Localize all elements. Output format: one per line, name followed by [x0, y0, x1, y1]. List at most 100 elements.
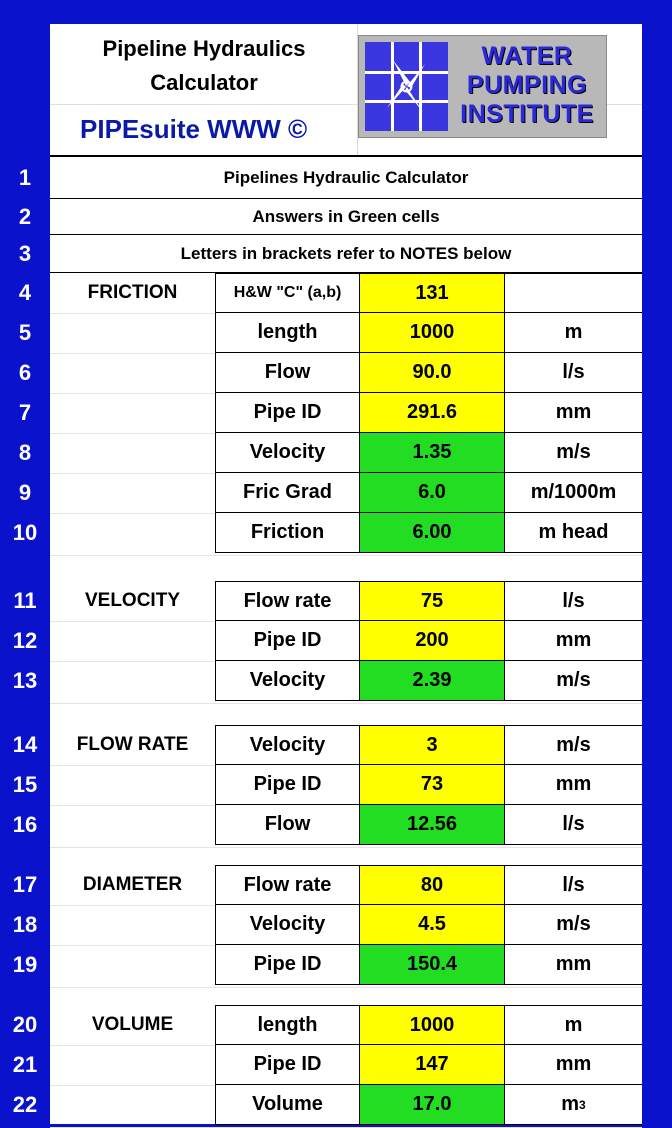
page-title: Pipeline Hydraulics Calculator — [50, 32, 358, 100]
row-label: Velocity — [215, 905, 359, 945]
table-row: VOLUME length 1000 m — [50, 1005, 642, 1045]
section-cell — [50, 765, 215, 805]
row-label: Volume — [215, 1085, 359, 1125]
table-row: Velocity 4.5 m/s — [50, 905, 642, 945]
row-number: 16 — [12, 812, 38, 837]
input-cell[interactable]: 80 — [359, 865, 505, 905]
logo-text: WATER PUMPING INSTITUTE — [451, 42, 603, 129]
row-label: length — [215, 1005, 359, 1045]
gridline — [50, 353, 215, 354]
section-cell — [50, 1045, 215, 1085]
row-number: 17 — [12, 872, 38, 897]
unit-label: l/s — [505, 805, 642, 845]
section-cell — [50, 473, 215, 513]
unit-label: m — [505, 1005, 642, 1045]
input-cell[interactable]: 90.0 — [359, 353, 505, 393]
answer-cell: 1.35 — [359, 433, 505, 473]
gridline — [50, 313, 215, 314]
input-cell[interactable]: 131 — [359, 273, 505, 313]
section-cell — [50, 805, 215, 845]
row-number: 19 — [12, 952, 38, 977]
input-cell[interactable]: 200 — [359, 621, 505, 661]
unit-label: l/s — [505, 353, 642, 393]
table-row: Velocity 1.35 m/s — [50, 433, 642, 473]
row-number: 20 — [12, 1012, 38, 1037]
table-row: length 1000 m — [50, 313, 642, 353]
gridline — [50, 805, 215, 806]
section-heading: FLOW RATE — [76, 734, 189, 755]
unit-label — [505, 273, 642, 313]
section-cell — [50, 433, 215, 473]
superscript: 3 — [579, 1097, 586, 1112]
row-number: 11 — [13, 588, 37, 613]
row-label: Velocity — [215, 433, 359, 473]
table-row: Pipe ID 73 mm — [50, 765, 642, 805]
header-divider — [50, 155, 642, 157]
unit-label: m/s — [505, 661, 642, 701]
row-number: 7 — [18, 400, 32, 425]
gridline — [50, 765, 215, 766]
gridline — [50, 661, 215, 662]
input-cell[interactable]: 1000 — [359, 1005, 505, 1045]
row-label: Flow rate — [215, 581, 359, 621]
unit-label: mm — [505, 621, 642, 661]
answer-cell: 150.4 — [359, 945, 505, 985]
section-cell — [50, 313, 215, 353]
row-label: length — [215, 313, 359, 353]
section-cell — [50, 353, 215, 393]
input-cell[interactable]: 75 — [359, 581, 505, 621]
gridline — [50, 393, 215, 394]
row-label: Pipe ID — [215, 621, 359, 661]
unit-label: l/s — [505, 581, 642, 621]
table-row: Volume 17.0 m 3 — [50, 1085, 642, 1125]
logo-line-3: INSTITUTE — [460, 100, 594, 128]
row-label: Pipe ID — [215, 1045, 359, 1085]
info-row: Pipelines Hydraulic Calculator — [50, 157, 642, 199]
row-label: Flow — [215, 353, 359, 393]
section-cell — [50, 905, 215, 945]
compass-window-icon — [365, 42, 448, 131]
section-heading: DIAMETER — [82, 874, 183, 895]
answer-cell: 2.39 — [359, 661, 505, 701]
section-cell — [50, 661, 215, 701]
row-label: Pipe ID — [215, 765, 359, 805]
input-cell[interactable]: 3 — [359, 725, 505, 765]
unit-label: l/s — [505, 865, 642, 905]
section-heading: VOLUME — [91, 1014, 174, 1035]
gridline — [50, 433, 215, 434]
table-row: Friction 6.00 m head — [50, 513, 642, 553]
unit-label: mm — [505, 945, 642, 985]
input-cell[interactable]: 1000 — [359, 313, 505, 353]
gridline — [50, 703, 642, 704]
table-row: Velocity 2.39 m/s — [50, 661, 642, 701]
section-cell — [50, 513, 215, 553]
unit-label: m/s — [505, 725, 642, 765]
input-cell[interactable]: 147 — [359, 1045, 505, 1085]
title-line-1: Pipeline Hydraulics — [102, 36, 306, 61]
row-label: Pipe ID — [215, 393, 359, 433]
section-cell — [50, 393, 215, 433]
gridline — [50, 847, 642, 848]
row-label: Friction — [215, 513, 359, 553]
gridline — [50, 1045, 215, 1046]
row-number: 10 — [12, 520, 38, 545]
row-label: Flow rate — [215, 865, 359, 905]
table-row: Flow 12.56 l/s — [50, 805, 642, 845]
gridline — [50, 987, 642, 988]
input-cell[interactable]: 4.5 — [359, 905, 505, 945]
row-number: 15 — [12, 772, 38, 797]
input-cell[interactable]: 291.6 — [359, 393, 505, 433]
gridline — [50, 905, 215, 906]
suite-name: PIPEsuite WWW © — [80, 114, 308, 144]
row-number: 12 — [12, 628, 38, 653]
gridline — [50, 1085, 215, 1086]
answer-cell: 6.0 — [359, 473, 505, 513]
row-label: H&W "C" (a,b) — [215, 273, 359, 313]
row-number: 3 — [18, 241, 32, 266]
answer-cell: 12.56 — [359, 805, 505, 845]
unit-label: mm — [505, 393, 642, 433]
row-number: 4 — [18, 280, 32, 305]
row-number: 6 — [18, 360, 32, 385]
input-cell[interactable]: 73 — [359, 765, 505, 805]
answer-cell: 17.0 — [359, 1085, 505, 1125]
